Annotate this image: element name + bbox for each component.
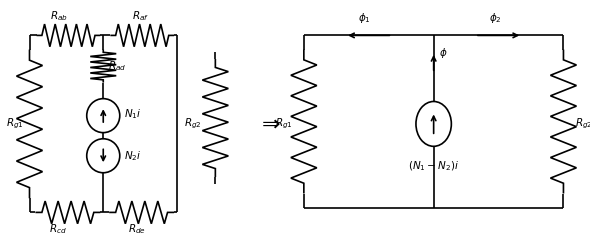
Text: $R_{g2}$: $R_{g2}$	[184, 117, 202, 131]
Text: $(N_1 - N_2)i$: $(N_1 - N_2)i$	[408, 160, 459, 173]
Text: $R_{ab}$: $R_{ab}$	[50, 10, 68, 23]
Text: $N_1 i$: $N_1 i$	[124, 108, 142, 121]
Text: $R_{de}$: $R_{de}$	[128, 222, 146, 236]
Text: $\phi_2$: $\phi_2$	[489, 11, 502, 25]
Text: $\Rightarrow$: $\Rightarrow$	[257, 114, 280, 134]
Text: $R_{g1}$: $R_{g1}$	[6, 117, 24, 131]
Text: $R_{cd}$: $R_{cd}$	[49, 222, 67, 236]
Text: $N_2 i$: $N_2 i$	[124, 149, 142, 163]
Text: $R_{ad}$: $R_{ad}$	[107, 59, 126, 73]
Text: $R_{g1}$: $R_{g1}$	[275, 117, 293, 131]
Text: $R_{af}$: $R_{af}$	[132, 10, 149, 23]
Text: $\phi$: $\phi$	[440, 46, 448, 60]
Text: $R_{g2}$: $R_{g2}$	[575, 117, 590, 131]
Text: $\phi_1$: $\phi_1$	[358, 11, 371, 25]
